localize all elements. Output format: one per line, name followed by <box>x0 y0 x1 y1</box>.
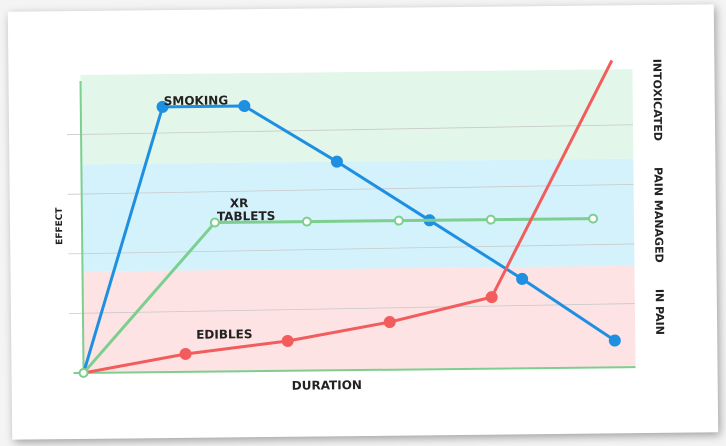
point-edibles-1 <box>179 347 192 360</box>
point-smoking-6 <box>608 334 621 347</box>
band-label-intoxicated: INTOXICATED <box>650 59 664 141</box>
grid-line-1 <box>68 303 635 314</box>
series-label-xr-tablets-line1: XR <box>230 196 249 210</box>
effect-duration-chart: SMOKING XR TABLETS EDIBLES DURATION EFFE… <box>55 59 666 393</box>
point-xr-tablets-2 <box>301 216 312 227</box>
band-intoxicated <box>80 69 634 165</box>
y-axis-label: EFFECT <box>55 207 65 245</box>
grid-line-4 <box>67 124 634 136</box>
point-edibles-2 <box>281 334 294 347</box>
point-smoking-5 <box>516 272 529 285</box>
series-label-edibles: EDIBLES <box>196 327 252 342</box>
grid-line-3 <box>67 183 634 195</box>
series-label-xr-tablets-line2: TABLETS <box>217 209 276 224</box>
series-label-smoking: SMOKING <box>164 93 229 108</box>
point-xr-tablets-1 <box>209 217 220 228</box>
point-xr-tablets-3 <box>393 215 404 226</box>
point-edibles-4 <box>485 291 498 304</box>
point-xr-tablets-4 <box>485 214 496 225</box>
x-axis-label: DURATION <box>292 378 362 393</box>
series-line-edibles <box>83 59 614 375</box>
band-label-pain-managed: PAIN MANAGED <box>651 167 665 263</box>
chart-card: SMOKING XR TABLETS EDIBLES DURATION EFFE… <box>7 4 719 440</box>
point-smoking-1 <box>156 100 169 113</box>
series-line-xr-tablets <box>82 217 594 374</box>
band-label-in-pain: IN PAIN <box>653 289 666 335</box>
grid-line-2 <box>68 243 635 255</box>
point-smoking-2 <box>238 100 251 113</box>
point-edibles-3 <box>383 316 396 329</box>
x-axis-line <box>73 366 636 375</box>
point-origin <box>78 367 89 378</box>
band-in-pain <box>82 265 636 373</box>
point-xr-tablets-5 <box>588 213 599 224</box>
point-smoking-3 <box>330 155 343 168</box>
y-axis-line <box>79 80 85 373</box>
